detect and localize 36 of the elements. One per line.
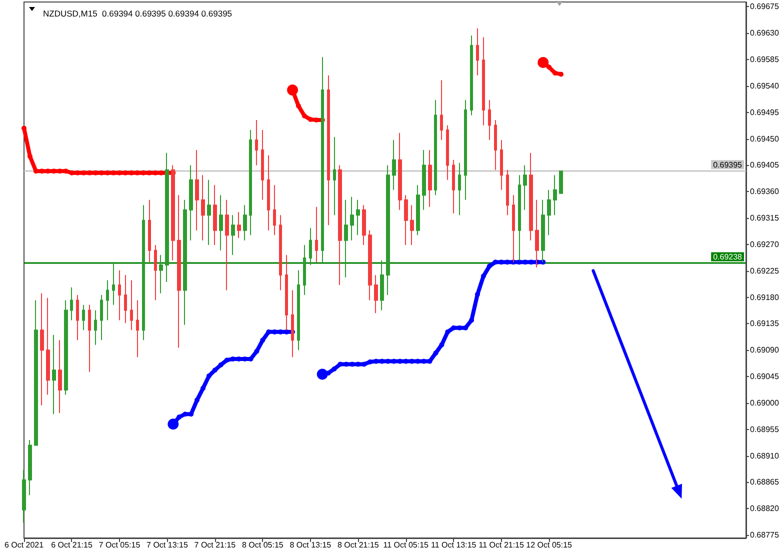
y-tick-label: 0.69225: [750, 266, 780, 276]
x-tick-label: 6 Oct 21:15: [51, 540, 93, 550]
y-tick-label: 0.69135: [750, 319, 780, 328]
y-tick-label: 0.68910: [750, 451, 780, 460]
y-tick-label: 0.69360: [750, 187, 780, 196]
y-tick-label: 0.69000: [750, 398, 780, 408]
x-tick-label: 11 Oct 05:15: [383, 540, 430, 550]
x-tick-label: 8 Oct 13:15: [290, 540, 332, 550]
x-tick-label: 11 Oct 21:15: [478, 540, 525, 550]
y-tick-label: 0.69045: [750, 372, 780, 382]
y-tick-label: 0.69090: [750, 346, 780, 355]
y-tick-label: 0.69405: [750, 160, 780, 170]
y-tick-label: 0.68820: [750, 504, 780, 514]
y-tick-label: 0.69630: [750, 28, 780, 38]
y-tick-label: 0.69675: [750, 2, 780, 12]
x-tick-label: 8 Oct 05:15: [242, 540, 284, 550]
text: NZDUSD,M15 0.69394 0.69395 0.69394 0.69395: [43, 8, 232, 18]
y-tick-label: 0.69315: [750, 214, 780, 223]
x-tick-label: 11 Oct 13:15: [431, 540, 477, 550]
x-tick-label: 7 Oct 21:15: [194, 540, 236, 550]
y-tick-label: 0.69540: [750, 81, 780, 90]
x-tick-label: 6 Oct 2021: [4, 540, 44, 550]
y-tick-label: 0.69450: [750, 134, 780, 144]
x-tick-label: 12 Oct 05:15: [526, 540, 573, 550]
y-tick-label: 0.69585: [750, 55, 780, 64]
y-tick-label: 0.68955: [750, 424, 780, 434]
ref-line-label: 0.69395: [713, 160, 743, 170]
y-tick-label: 0.69180: [750, 292, 780, 302]
y-tick-label: 0.69270: [750, 240, 780, 249]
y-tick-label: 0.68775: [750, 530, 780, 540]
ref-line-label: 0.69238: [713, 252, 743, 262]
x-tick-label: 7 Oct 13:15: [146, 540, 188, 550]
y-tick-label: 0.68865: [750, 478, 780, 487]
x-tick-label: 7 Oct 05:15: [98, 540, 141, 550]
x-tick-label: 8 Oct 21:15: [337, 540, 380, 550]
y-tick-label: 0.69495: [750, 108, 780, 117]
